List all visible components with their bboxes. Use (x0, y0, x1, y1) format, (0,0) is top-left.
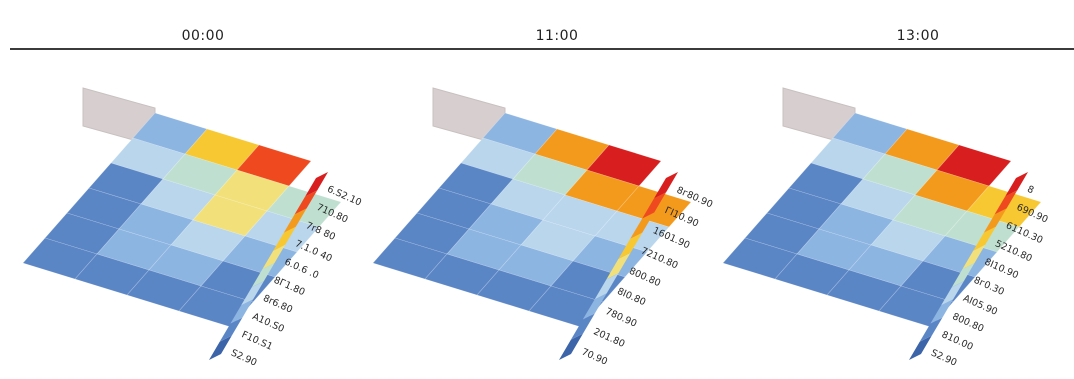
colorbar-label-1-3: 8I0.80 (615, 286, 647, 308)
colorbar-label-2-3: AI05.90 (961, 293, 999, 318)
colorbar-segment-0-9 (305, 172, 328, 197)
colorbar-segment-1-4 (606, 252, 631, 280)
colorbar-segment-2-4 (951, 263, 975, 288)
colorbar-segment-2-6 (973, 226, 996, 251)
colorbar-segment-1-2 (582, 293, 607, 320)
colorbar-segment-1-7 (642, 192, 667, 219)
heatmap-svg-2: S2.90810.00800.80AI05.908г0.308I10.90521… (722, 87, 1050, 369)
colorbar-label-1-1: 201.80 (592, 326, 627, 350)
colorbar-segment-0-3 (241, 281, 264, 306)
colorbar-segment-0-0 (209, 335, 232, 360)
colorbar-segment-0-7 (283, 208, 307, 233)
colorbar-label-0-2: A10.S0 (251, 311, 286, 335)
colorbar-label-0-3: 8r6.80 (261, 293, 294, 316)
colorbar-segment-1-6 (630, 212, 655, 239)
colorbar-label-2-1: 810.00 (940, 329, 975, 353)
colorbar-segment-2-2 (930, 299, 954, 324)
colorbar-label-2-9: 8 (1025, 184, 1035, 197)
colorbar-label-0-0: S2.90 (229, 348, 258, 369)
colorbar-label-2-5: 8I10.90 (983, 257, 1020, 282)
header-divider (10, 48, 1074, 50)
colorbar-label-1-5: 7210.80 (639, 245, 679, 271)
colorbar-segment-2-0 (909, 335, 932, 360)
colorbar-label-2-6: 5210.80 (993, 238, 1033, 264)
panel-title-0: 00:00 (181, 28, 225, 44)
colorbar-label-2-2: 800.80 (951, 311, 986, 335)
colorbar-label-0-5: 6.0.6 .0 (283, 257, 321, 282)
colorbar-segment-1-5 (618, 232, 643, 259)
colorbar-segment-1-8 (654, 172, 678, 199)
colorbar-segment-0-8 (294, 190, 318, 215)
colorbar-label-0-1: F10.S1 (240, 329, 274, 352)
colorbar-segment-0-1 (219, 317, 243, 342)
colorbar-segment-0-6 (273, 226, 296, 251)
colorbar-segment-2-7 (983, 208, 1007, 233)
colorbar-label-1-4: 800.80 (627, 266, 662, 290)
heatmap-svg-1: 70.90201.80780.908I0.80800.807210.801601… (372, 87, 714, 368)
colorbar-segment-2-3 (941, 281, 964, 306)
colorbar-segment-1-3 (594, 273, 619, 300)
panel-title-1: 11:00 (535, 28, 579, 44)
colorbar-segment-2-9 (1005, 172, 1028, 197)
colorbar-label-0-4: 8Г1.80 (272, 275, 307, 298)
colorbar-segment-0-5 (262, 244, 286, 269)
heatmap-panel-2: S2.90 810.00 800.80 AI05.90 8г0.30 8I10.90 521… (710, 80, 1068, 379)
colorbar-segment-2-8 (994, 190, 1018, 215)
colorbar-label-1-2: 780.90 (604, 306, 639, 330)
colorbar-label-1-0: 70.90 (580, 347, 609, 368)
colorbar-segment-1-0 (559, 333, 583, 360)
colorbar-segment-0-2 (230, 299, 254, 324)
heatmap-panel-0: S2.90 F10.S1 A10.S0 8r6.80 8Г1.80 6.0.6 .0 7.1… (10, 80, 368, 379)
colorbar-segment-0-4 (251, 263, 275, 288)
colorbar-segment-1-1 (570, 313, 595, 340)
colorbar-label-2-0: S2.90 (929, 348, 958, 369)
colorbar-segment-2-5 (962, 244, 986, 269)
colorbar-segment-2-1 (919, 317, 943, 342)
colorbar-label-0-6: 7.1.0 40 (293, 238, 333, 264)
heatmap-panel-1: 70.90 201.80 780.90 8I0.80 800.80 7210.80 1601… (360, 80, 718, 379)
colorbar-label-2-4: 8г0.30 (972, 275, 1006, 298)
panel-title-2: 13:00 (896, 28, 940, 44)
